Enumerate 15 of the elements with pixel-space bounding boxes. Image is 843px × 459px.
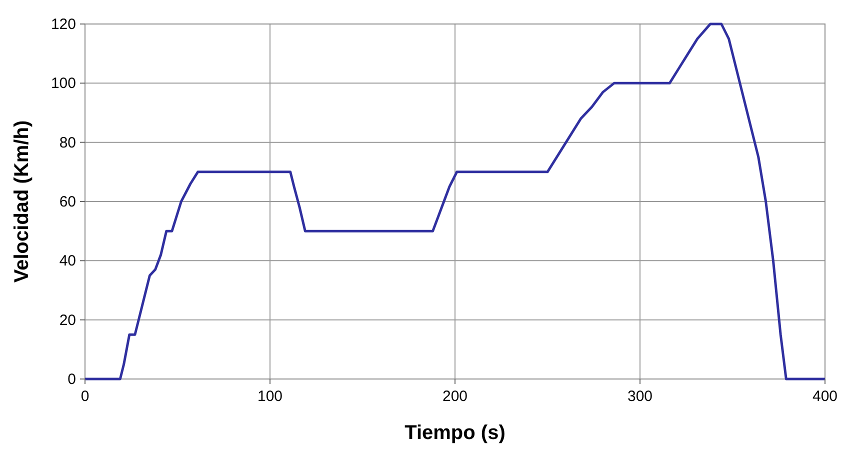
line-series <box>84 22 826 380</box>
x-axis-title: Tiempo (s) <box>404 422 506 444</box>
y-tick-label: 80 <box>59 134 76 152</box>
x-tick-label: 400 <box>812 388 838 405</box>
y-axis-title: Velocidad (Km/h) <box>11 120 33 283</box>
y-tick-label: 0 <box>68 371 76 388</box>
y-tick-label: 100 <box>50 75 76 92</box>
x-tick-label: 200 <box>442 388 468 405</box>
y-tick-label: 20 <box>59 312 76 329</box>
y-tick-label: 120 <box>50 16 76 33</box>
y-tick-label: 40 <box>59 252 76 270</box>
y-tick-label: 60 <box>59 194 76 210</box>
x-tick-label: 300 <box>627 388 653 405</box>
x-tick-label: 0 <box>80 388 90 405</box>
x-tick-label: 100 <box>257 388 283 405</box>
